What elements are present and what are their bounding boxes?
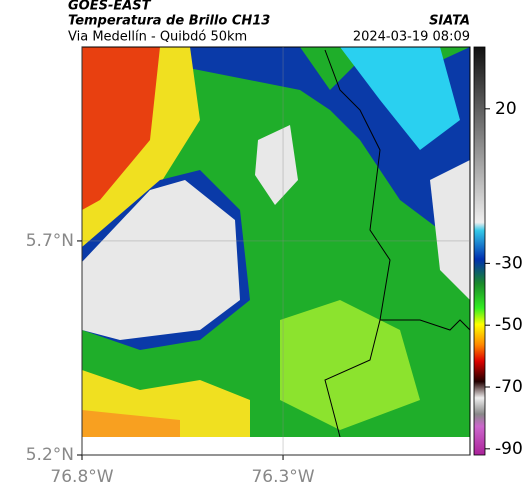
x-tick-label: 76.8°W [50, 467, 113, 487]
satellite-image [82, 47, 470, 437]
timestamp: 2024-03-19 08:09 [353, 30, 470, 45]
colorbar-tick-label: -30 [495, 253, 523, 273]
colorbar-tick-label: -50 [495, 315, 523, 335]
colorbar [473, 46, 486, 456]
y-tick-label: 5.7°N [26, 231, 74, 251]
colorbar-tick-label: -90 [495, 439, 523, 459]
product: Temperatura de Brillo CH13 [68, 14, 270, 29]
satellite: GOES-EAST [68, 0, 152, 14]
colorbar-tick-label: 20 [495, 99, 517, 119]
agency: SIATA [429, 14, 470, 29]
y-tick-label: 5.2°N [26, 445, 74, 465]
x-tick-label: 76.3°W [251, 467, 314, 487]
colorbar-tick-label: -70 [495, 377, 523, 397]
region: Via Medellín - Quibdó 50km [68, 30, 247, 45]
